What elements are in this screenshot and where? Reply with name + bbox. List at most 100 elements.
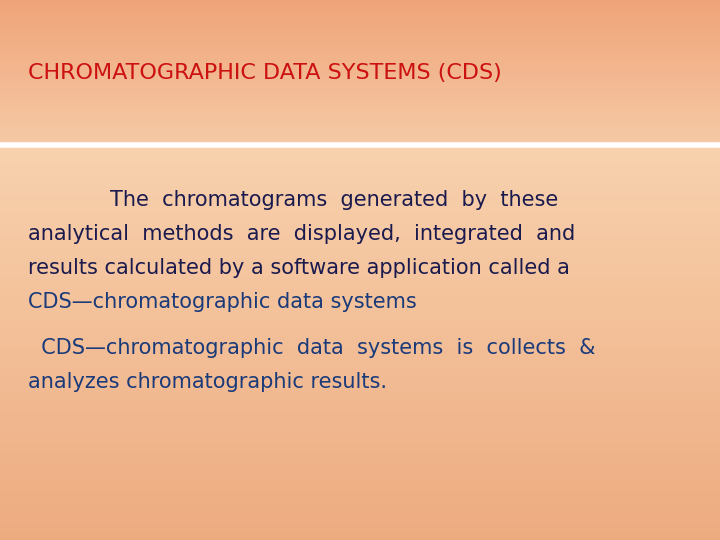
Bar <box>0 49 720 50</box>
Bar <box>0 179 720 182</box>
Bar <box>0 190 720 192</box>
Bar <box>0 213 720 216</box>
Bar <box>0 279 720 282</box>
Bar <box>0 147 720 150</box>
Bar <box>0 187 720 190</box>
Bar <box>0 122 720 123</box>
Text: CHROMATOGRAPHIC DATA SYSTEMS (CDS): CHROMATOGRAPHIC DATA SYSTEMS (CDS) <box>28 63 502 83</box>
Bar <box>0 75 720 76</box>
Bar <box>0 133 720 134</box>
Bar <box>0 424 720 427</box>
Bar <box>0 83 720 84</box>
Bar <box>0 70 720 71</box>
Bar <box>0 134 720 136</box>
Bar <box>0 43 720 44</box>
Bar <box>0 227 720 229</box>
Bar <box>0 110 720 111</box>
Bar <box>0 464 720 466</box>
Bar <box>0 535 720 537</box>
Bar <box>0 345 720 348</box>
Bar <box>0 130 720 131</box>
Bar <box>0 34 720 35</box>
Bar <box>0 359 720 361</box>
Bar <box>0 145 720 147</box>
Bar <box>0 79 720 80</box>
Bar <box>0 174 720 177</box>
Bar <box>0 445 720 448</box>
Bar <box>0 142 720 143</box>
Bar <box>0 387 720 390</box>
Bar <box>0 15 720 16</box>
Bar <box>0 401 720 403</box>
Bar <box>0 77 720 78</box>
Bar <box>0 466 720 469</box>
Bar <box>0 59 720 60</box>
Bar <box>0 40 720 42</box>
Bar <box>0 108 720 109</box>
Bar <box>0 308 720 311</box>
Bar <box>0 419 720 422</box>
Bar <box>0 411 720 414</box>
Bar <box>0 382 720 384</box>
Bar <box>0 237 720 240</box>
Bar <box>0 393 720 395</box>
Bar <box>0 527 720 529</box>
Bar <box>0 52 720 53</box>
Bar <box>0 136 720 137</box>
Bar <box>0 503 720 506</box>
Bar <box>0 2 720 3</box>
Bar <box>0 306 720 308</box>
Bar <box>0 106 720 107</box>
Bar <box>0 282 720 285</box>
Bar <box>0 42 720 43</box>
Bar <box>0 129 720 130</box>
Bar <box>0 65 720 66</box>
Bar <box>0 82 720 83</box>
Bar <box>0 88 720 89</box>
Bar <box>0 19 720 21</box>
Bar <box>0 185 720 187</box>
Bar <box>0 327 720 329</box>
Bar <box>0 316 720 319</box>
Bar <box>0 295 720 298</box>
Bar <box>0 140 720 141</box>
Text: The  chromatograms  generated  by  these: The chromatograms generated by these <box>110 190 558 210</box>
Bar <box>0 440 720 443</box>
Bar <box>0 200 720 203</box>
Bar <box>0 6 720 7</box>
Bar <box>0 58 720 59</box>
Bar <box>0 28 720 29</box>
Bar <box>0 60 720 61</box>
Bar <box>0 104 720 105</box>
Bar <box>0 3 720 4</box>
Bar <box>0 76 720 77</box>
Bar <box>0 137 720 138</box>
Bar <box>0 240 720 242</box>
Bar <box>0 261 720 264</box>
Bar <box>0 115 720 116</box>
Bar <box>0 506 720 508</box>
Bar <box>0 471 720 474</box>
Bar <box>0 211 720 213</box>
Bar <box>0 482 720 485</box>
Bar <box>0 161 720 164</box>
Bar <box>0 432 720 435</box>
Bar <box>0 50 720 51</box>
Bar <box>0 33 720 34</box>
Bar <box>0 285 720 287</box>
Bar <box>0 403 720 406</box>
Bar <box>0 311 720 314</box>
Bar <box>0 251 720 253</box>
Bar <box>0 24 720 25</box>
Bar <box>0 143 720 144</box>
Bar <box>0 11 720 12</box>
Bar <box>0 51 720 52</box>
Bar <box>0 363 720 366</box>
Bar <box>0 195 720 198</box>
Bar <box>0 453 720 456</box>
Bar <box>0 78 720 79</box>
Bar <box>0 474 720 477</box>
Bar <box>0 253 720 255</box>
Bar <box>0 69 720 70</box>
Bar <box>0 319 720 321</box>
